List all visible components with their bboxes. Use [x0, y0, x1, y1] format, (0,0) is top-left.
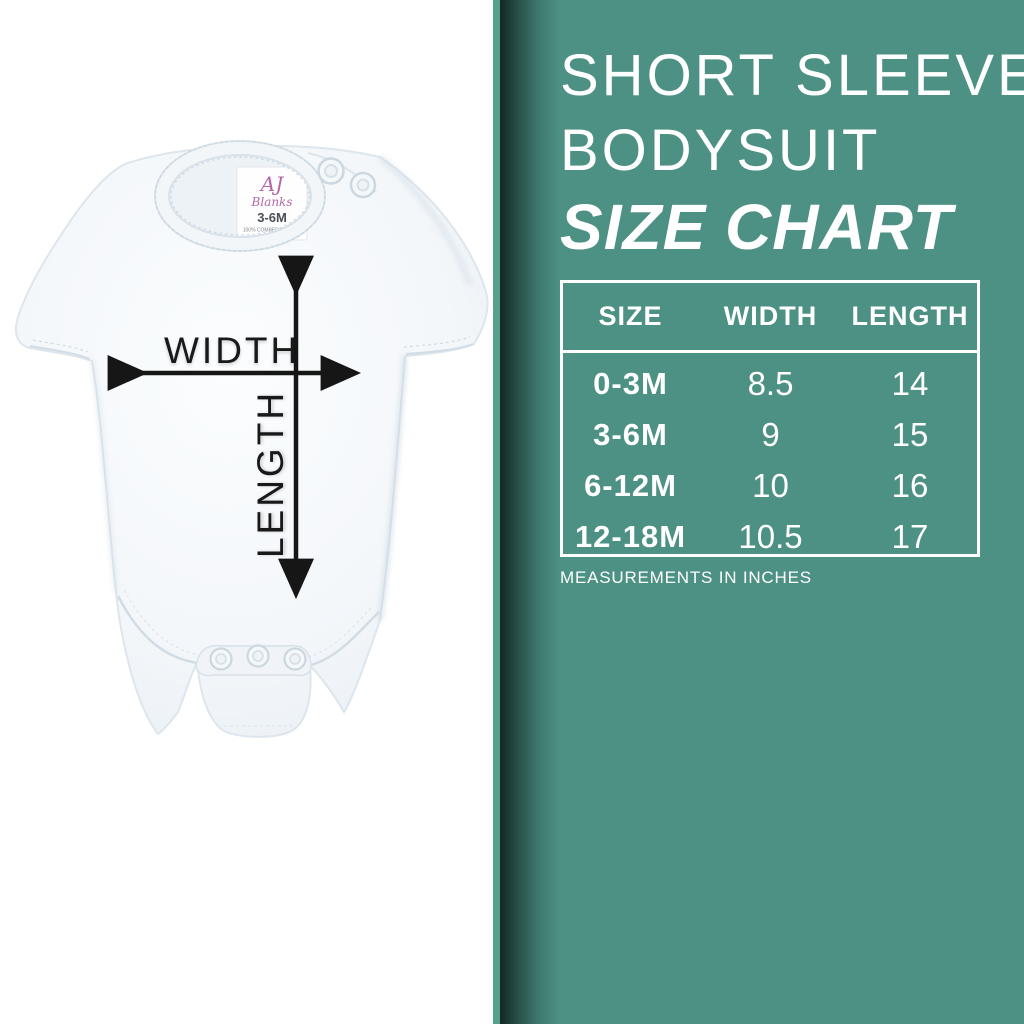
sleeve-shading	[377, 154, 474, 287]
row-length: 14	[891, 364, 929, 402]
width-dimension-label: WIDTH	[164, 330, 301, 371]
label-brand-2: Blanks	[251, 195, 293, 209]
length-dimension-label: LENGTH	[250, 389, 291, 559]
row-width: 8.5	[747, 364, 794, 402]
sleeve-hems	[29, 336, 474, 360]
table-row: 0-3M 8.5 14	[563, 358, 977, 409]
neck-trim	[154, 140, 326, 252]
bodysuit-graphic: AJ Blanks 3-6M 100% COMBED COTTON MADE I…	[14, 140, 489, 738]
crotch-snap-1-icon	[209, 647, 233, 671]
crotch-flap	[195, 644, 312, 677]
shoulder-snap-1-icon	[317, 157, 345, 185]
header-length: LENGTH	[851, 301, 969, 331]
table-row: 3-6M 9 15	[563, 409, 977, 460]
side-shading	[377, 355, 408, 621]
row-length: 16	[891, 466, 929, 504]
measurements-note: MEASUREMENTS IN INCHES	[560, 568, 812, 587]
title-line-2: BODYSUIT	[560, 118, 881, 183]
crotch-snap-2-icon	[246, 644, 270, 668]
table-row: 12-18M 10.5 17	[563, 511, 977, 562]
row-width: 10	[752, 466, 789, 504]
neck-label: AJ Blanks 3-6M 100% COMBED COTTON MADE I…	[236, 166, 308, 241]
row-size: 0-3M	[593, 365, 668, 401]
row-width: 9	[761, 415, 780, 453]
bodysuit-body	[14, 144, 489, 738]
panel-edge-strip	[493, 0, 500, 1024]
label-material: 100% COMBED COTTON	[243, 228, 302, 234]
row-size: 6-12M	[584, 467, 677, 503]
label-size: 3-6M	[257, 210, 287, 225]
bodysuit-photo-panel: AJ Blanks 3-6M 100% COMBED COTTON MADE I…	[0, 0, 493, 1024]
size-table: SIZE WIDTH LENGTH 0-3M 8.5 14 3-6M 9 15 …	[560, 280, 980, 557]
title-line-3: SIZE CHART	[560, 191, 953, 263]
row-width: 10.5	[738, 517, 803, 555]
row-length: 17	[891, 517, 929, 555]
row-length: 15	[891, 415, 929, 453]
row-size: 3-6M	[593, 416, 668, 452]
table-row: 6-12M 10 16	[563, 460, 977, 511]
crotch-snap-3-icon	[283, 647, 307, 671]
page-title: SHORT SLEEVE BODYSUIT SIZE CHART	[560, 38, 1024, 266]
row-size: 12-18M	[574, 518, 687, 554]
header-size: SIZE	[598, 301, 663, 331]
title-line-1: SHORT SLEEVE	[560, 43, 1024, 108]
label-brand-1: AJ	[259, 172, 284, 196]
size-table-header: SIZE WIDTH LENGTH	[563, 283, 977, 353]
shoulder-snap-2-icon	[349, 171, 377, 199]
panel-edge-shadow	[500, 0, 560, 1024]
header-width: WIDTH	[723, 301, 818, 331]
leg-trim	[116, 589, 380, 727]
side-shading-left	[89, 360, 119, 593]
size-chart-panel: SHORT SLEEVE BODYSUIT SIZE CHART SIZE WI…	[493, 0, 1024, 1024]
size-table-body: 0-3M 8.5 14 3-6M 9 15 6-12M 10 16 12-18M…	[563, 353, 977, 562]
